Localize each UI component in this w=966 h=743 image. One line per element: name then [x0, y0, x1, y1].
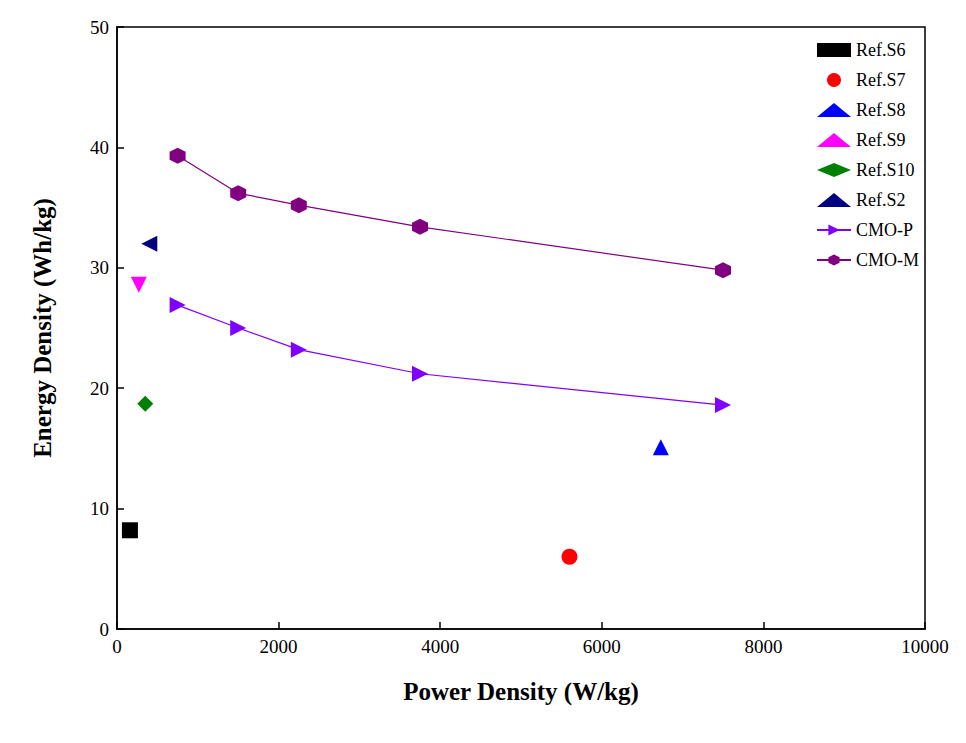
svg-text:6000: 6000	[583, 636, 621, 657]
svg-text:0: 0	[112, 636, 122, 657]
svg-text:Ref.S10: Ref.S10	[856, 160, 915, 180]
svg-text:20: 20	[90, 378, 109, 399]
svg-text:4000: 4000	[421, 636, 459, 657]
svg-text:10000: 10000	[901, 636, 949, 657]
svg-text:30: 30	[90, 257, 109, 278]
svg-text:Power Density (W/kg): Power Density (W/kg)	[403, 678, 639, 706]
svg-text:50: 50	[90, 17, 109, 38]
svg-text:Ref.S8: Ref.S8	[856, 100, 906, 120]
svg-text:Ref.S7: Ref.S7	[856, 70, 906, 90]
svg-text:CMO-P: CMO-P	[856, 220, 913, 240]
svg-text:Energy Density (Wh/kg): Energy Density (Wh/kg)	[29, 198, 57, 458]
svg-text:Ref.S6: Ref.S6	[856, 40, 906, 60]
svg-text:10: 10	[90, 498, 109, 519]
svg-text:Ref.S2: Ref.S2	[856, 190, 906, 210]
svg-text:40: 40	[90, 137, 109, 158]
svg-text:CMO-M: CMO-M	[856, 250, 919, 270]
svg-text:2000: 2000	[260, 636, 298, 657]
svg-text:Ref.S9: Ref.S9	[856, 130, 906, 150]
svg-text:0: 0	[100, 619, 110, 640]
svg-text:8000: 8000	[744, 636, 782, 657]
